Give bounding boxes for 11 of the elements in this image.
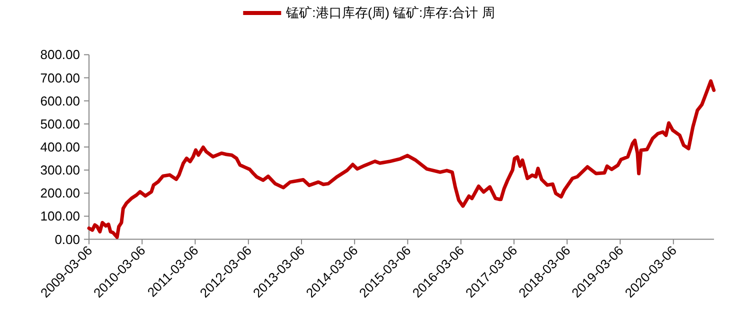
y-tick-label: 400.00 (40, 140, 80, 154)
legend: 锰矿:港口库存(周) 锰矿:库存:合计 周 (243, 5, 495, 20)
y-tick-label: 0.00 (54, 232, 80, 247)
y-tick-label: 300.00 (40, 162, 80, 178)
y-tick-label: 700.00 (40, 70, 80, 86)
y-tick-label: 500.00 (40, 116, 80, 132)
y-tick-label: 800.00 (40, 47, 80, 62)
y-tick-label: 100.00 (40, 208, 80, 224)
y-tick-label: 600.00 (40, 93, 80, 108)
y-tick-label: 200.00 (40, 186, 80, 201)
legend-label: 锰矿:港口库存(周) 锰矿:库存:合计 周 (285, 5, 495, 20)
